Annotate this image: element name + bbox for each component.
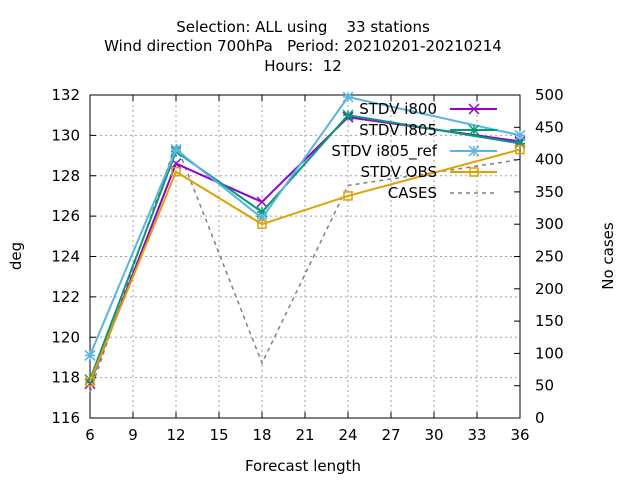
series-cases: [89, 141, 521, 393]
data-point: [256, 196, 268, 208]
y-tick-label: 132: [51, 86, 80, 104]
data-point: [343, 191, 353, 201]
title-line-3: Hours: 12: [264, 57, 342, 75]
data-point: [257, 219, 267, 229]
y-tick-label: 118: [51, 369, 80, 387]
series-line: [89, 141, 521, 393]
y2-tick-label: 0: [535, 409, 545, 427]
y-tick-label: 126: [51, 207, 80, 225]
legend: STDV i800 STDV i805 STDV i805_ref STDV OBS C…: [331, 100, 497, 202]
legend-item-cases: CASES: [388, 184, 497, 202]
x-axis-label: Forecast length: [245, 457, 361, 475]
data-point: [171, 166, 181, 177]
x-tick-label: 15: [209, 426, 228, 444]
legend-label: STDV OBS: [361, 163, 437, 181]
x-tick-label: 9: [128, 426, 138, 444]
data-point: [342, 109, 354, 121]
y-tick-label: 128: [51, 167, 80, 185]
x-tick-label: 30: [424, 426, 443, 444]
y2-tick-label: 100: [535, 344, 564, 362]
x-tick-label: 6: [85, 426, 95, 444]
data-point: [170, 143, 182, 156]
data-point: [514, 129, 526, 141]
series-stdv-i805-ref: [84, 91, 526, 361]
grid: [90, 95, 520, 418]
title-line-1: Selection: ALL using 33 stations: [176, 18, 430, 36]
series-line: [89, 148, 521, 383]
legend-item-stdv-i805: STDV i805: [359, 121, 497, 139]
y2-tick-label: 350: [535, 183, 564, 201]
y-tick-label: 122: [51, 288, 80, 306]
x-tick-label: 21: [295, 426, 314, 444]
series-line: [89, 114, 521, 380]
y2-tick-label: 400: [535, 151, 564, 169]
legend-label: STDV i800: [359, 100, 437, 118]
y2-tick-label: 300: [535, 215, 564, 233]
y-tick-label: 130: [51, 126, 80, 144]
legend-item-stdv-obs: STDV OBS: [361, 163, 497, 181]
x-tick-label: 27: [381, 426, 400, 444]
y-axis-label: deg: [7, 242, 25, 270]
data-point: [84, 349, 96, 361]
y-tick-label: 116: [51, 409, 80, 427]
legend-label: STDV i805: [359, 121, 437, 139]
y2-tick-label: 200: [535, 280, 564, 298]
legend-label: CASES: [388, 184, 437, 202]
plot-border: [89, 94, 521, 419]
legend-item-stdv-i805-ref: STDV i805_ref: [331, 142, 497, 161]
y-tick-label: 120: [51, 328, 80, 346]
series-stdv-obs: [85, 144, 525, 387]
y2-tick-label: 50: [535, 377, 554, 395]
x-tick-label: 24: [338, 426, 357, 444]
legend-label: STDV i805_ref: [331, 142, 437, 161]
y2-tick-label: 500: [535, 86, 564, 104]
chart-title: Selection: ALL using 33 stations Wind di…: [104, 18, 502, 75]
legend-item-stdv-i800: STDV i800: [359, 100, 497, 118]
y2-tick-label: 150: [535, 312, 564, 330]
y2-axis-label: No cases: [599, 222, 617, 290]
y-tick-label: 124: [51, 248, 80, 266]
x-tick-label: 18: [252, 426, 271, 444]
y2-tick-label: 450: [535, 118, 564, 136]
title-line-2: Wind direction 700hPa Period: 20210201-2…: [104, 37, 502, 55]
axes: 6 9 12 15 18 21 24 27 30 33 36 116 118 120 122 124 126 12…: [51, 86, 563, 444]
data-point: [342, 91, 354, 103]
y2-tick-label: 250: [535, 248, 564, 266]
x-tick-label: 12: [166, 426, 185, 444]
data-point: [515, 144, 525, 155]
data-point: [85, 376, 95, 387]
x-tick-label: 33: [467, 426, 486, 444]
x-tick-label: 36: [510, 426, 529, 444]
series-group: [84, 91, 526, 393]
